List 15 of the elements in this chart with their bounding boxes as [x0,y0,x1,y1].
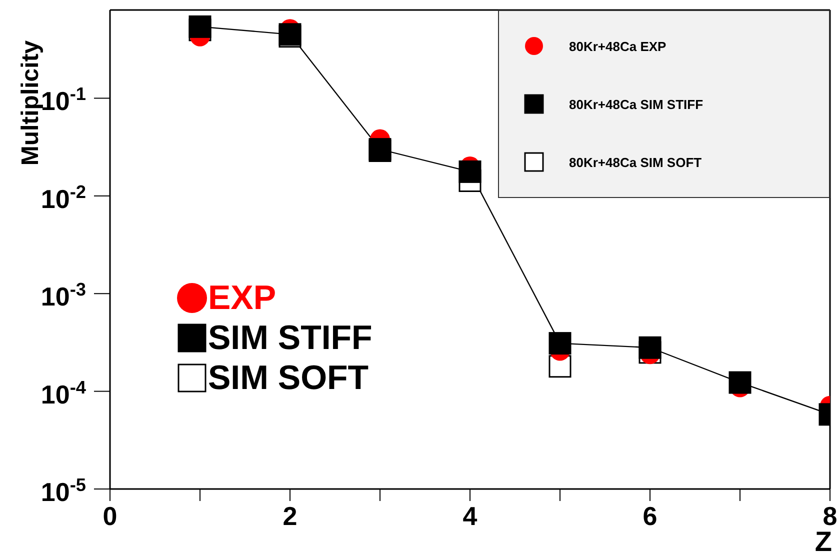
legend-label: 80Kr+48Ca EXP [569,38,666,54]
legend-label: 80Kr+48Ca SIM STIFF [569,96,704,112]
y-tick-label: 10$^{-2}$ [40,182,86,214]
y-tick-label: 10$^{-3}$ [40,280,86,312]
x-tick-label: 0 [102,501,118,531]
annotation: EXP [208,278,276,318]
x-tick-label: 2 [282,501,298,531]
y-axis-title: Multiplicity [17,40,44,166]
x-tick-label: 4 [462,501,478,531]
x-tick-label: 6 [642,501,658,531]
annotation: SIM STIFF [208,318,372,358]
y-tick-label: 10$^{-5}$ [40,475,86,507]
annotation: SIM SOFT [208,358,369,398]
legend-label: 80Kr+48Ca SIM SOFT [569,154,702,170]
y-tick-label: 10$^{-4}$ [40,377,87,410]
